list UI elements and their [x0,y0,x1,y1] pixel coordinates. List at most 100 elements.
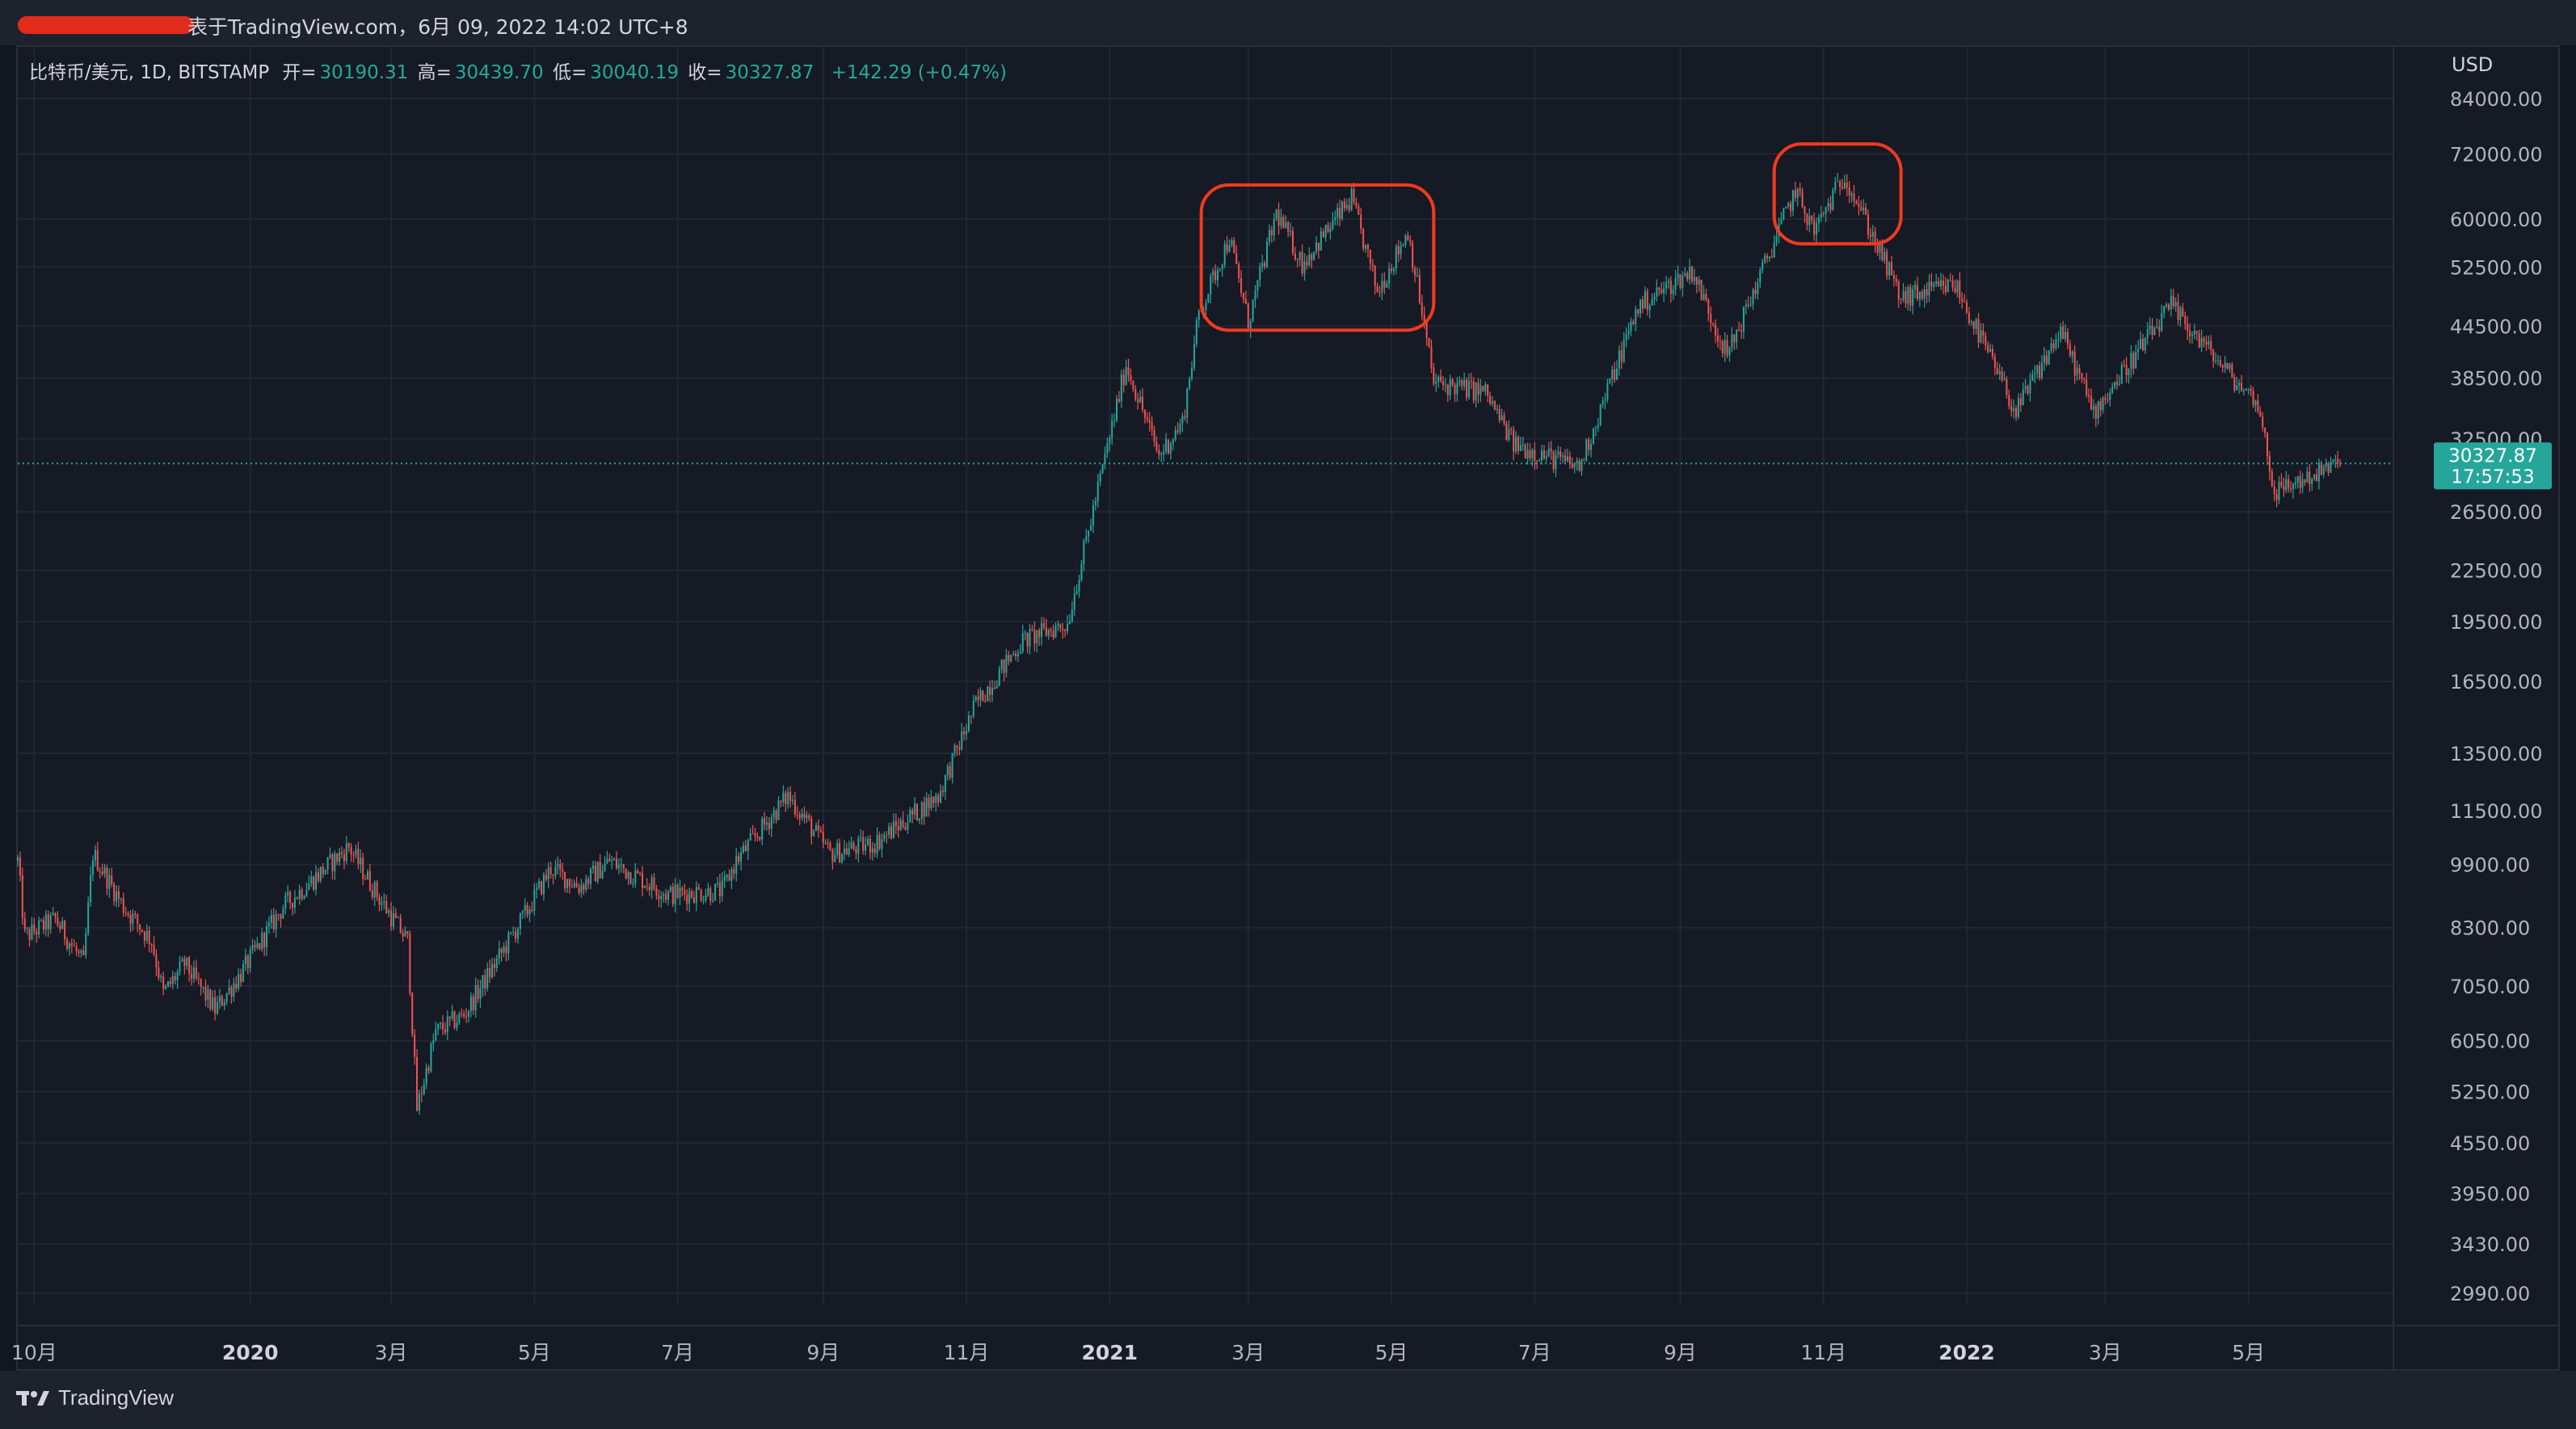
candle-body [1731,334,1733,348]
candle-body [1855,200,1858,204]
candle-body [158,967,160,978]
candle-body [1568,456,1571,463]
candle-body [1482,386,1484,392]
candle-body [2024,386,2027,390]
candle-body [536,887,538,890]
candle-body [1404,235,1407,245]
candle-body [117,891,120,899]
candle-body [2057,339,2060,340]
y-tick-label: 6050.00 [2450,1031,2530,1053]
y-tick-label: 26500.00 [2450,501,2543,524]
candle-body [1865,208,1867,215]
candle-body [2141,339,2144,351]
candle-body [1118,398,1120,402]
candle-body [928,798,930,808]
candle-body [2177,301,2179,320]
candle-body [435,1029,437,1040]
candle-body [1099,473,1101,482]
candle-body [78,951,80,953]
candle-body [1221,264,1223,269]
candle-body [441,1022,444,1030]
candle-body [40,920,43,921]
tradingview-logo[interactable]: TradingView [16,1385,174,1410]
candle-body [1343,201,1345,209]
candle-body [1942,280,1944,286]
candle-body [1843,182,1846,189]
candle-body [1816,222,1818,235]
candle-body [1371,263,1374,266]
candle-body [1195,320,1198,344]
candle-body [368,871,371,891]
candle-body [1524,445,1526,459]
candle-body [2027,386,2029,394]
candle-body [604,862,606,871]
candle-body [944,774,946,792]
candle-body [2294,482,2296,485]
candle-body [620,864,622,866]
candle-body [169,981,171,984]
candle-body [2003,379,2006,381]
candle-body [770,817,772,829]
candle-body [2221,365,2224,368]
candle-body [101,871,103,875]
candle-body [2191,334,2194,336]
candle-body [1606,382,1609,400]
candle-body [1707,300,1710,314]
candle-body [2240,382,2243,392]
candle-body [2182,307,2184,317]
candle-body [1519,445,1522,452]
candle-body [1679,274,1682,289]
candle-body [1693,276,1695,281]
candle-body [261,932,263,950]
candle-body [1571,462,1573,468]
candle-body [1653,296,1656,300]
candle-body [1205,302,1207,311]
candle-body [1980,331,1982,343]
candle-body [2275,494,2278,500]
candle-body [2174,301,2177,307]
candle-body [1817,217,1820,223]
candle-body [1557,451,1559,455]
candle-body [2055,339,2057,348]
candle-body [458,1013,461,1023]
candle-body [991,688,994,695]
candle-body [1332,220,1334,230]
candle-body [2125,365,2128,376]
candle-body [2144,338,2146,351]
candle-body [681,887,684,891]
candle-body [1508,428,1510,441]
price-chart[interactable]: USD 2990.00 3430.00 3950.00 4550.00 5250.00 60… [0,0,2576,1371]
candle-body [1085,536,1088,541]
candle-body [195,967,197,978]
candle-body [2060,326,2062,339]
candle-body [1618,350,1620,369]
candle-body [2017,398,2019,417]
candle-body [587,879,590,884]
candle-body [1536,460,1538,462]
candle-body [2322,466,2325,474]
candle-body [2317,462,2320,482]
candle-body [2146,328,2149,339]
candle-body [970,715,972,717]
y-tick-label: 44500.00 [2450,316,2543,339]
candle-body [1155,441,1158,451]
candle-body [1418,275,1421,303]
candle-body [1599,404,1602,425]
candle-body [1120,374,1122,402]
candle-body [787,791,789,804]
candle-body [2140,339,2142,349]
candle-body [404,930,406,937]
candle-body [2006,379,2008,395]
candle-body [1573,463,1576,468]
candle-body [1414,268,1416,276]
candle-body [2170,296,2172,310]
candle-body [782,792,785,803]
candle-body [2066,332,2069,345]
candle-body [2292,484,2294,490]
candle-body [1926,289,1928,296]
candle-body [793,799,796,815]
candle-body [207,989,209,1001]
x-tick-label: 3月 [375,1341,408,1364]
candle-body [440,1022,442,1024]
candle-body [1724,339,1726,354]
